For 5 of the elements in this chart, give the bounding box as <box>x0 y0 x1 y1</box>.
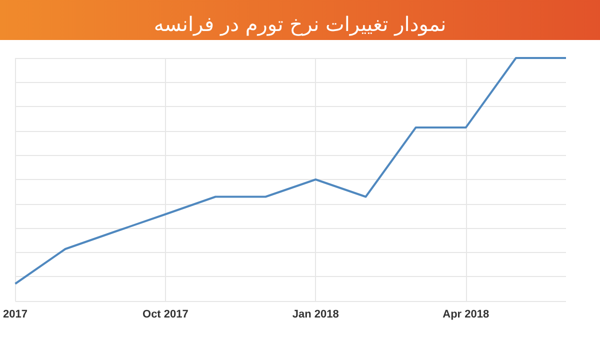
x-tick-label: Jan 2018 <box>292 308 339 320</box>
chart-title: نمودار تغییرات نرخ تورم در فرانسه <box>154 12 446 36</box>
x-tick-label: Apr 2018 <box>442 308 490 320</box>
x-tick-label: Oct 2017 <box>142 308 188 320</box>
x-tick-label: 2017 <box>2 308 28 320</box>
